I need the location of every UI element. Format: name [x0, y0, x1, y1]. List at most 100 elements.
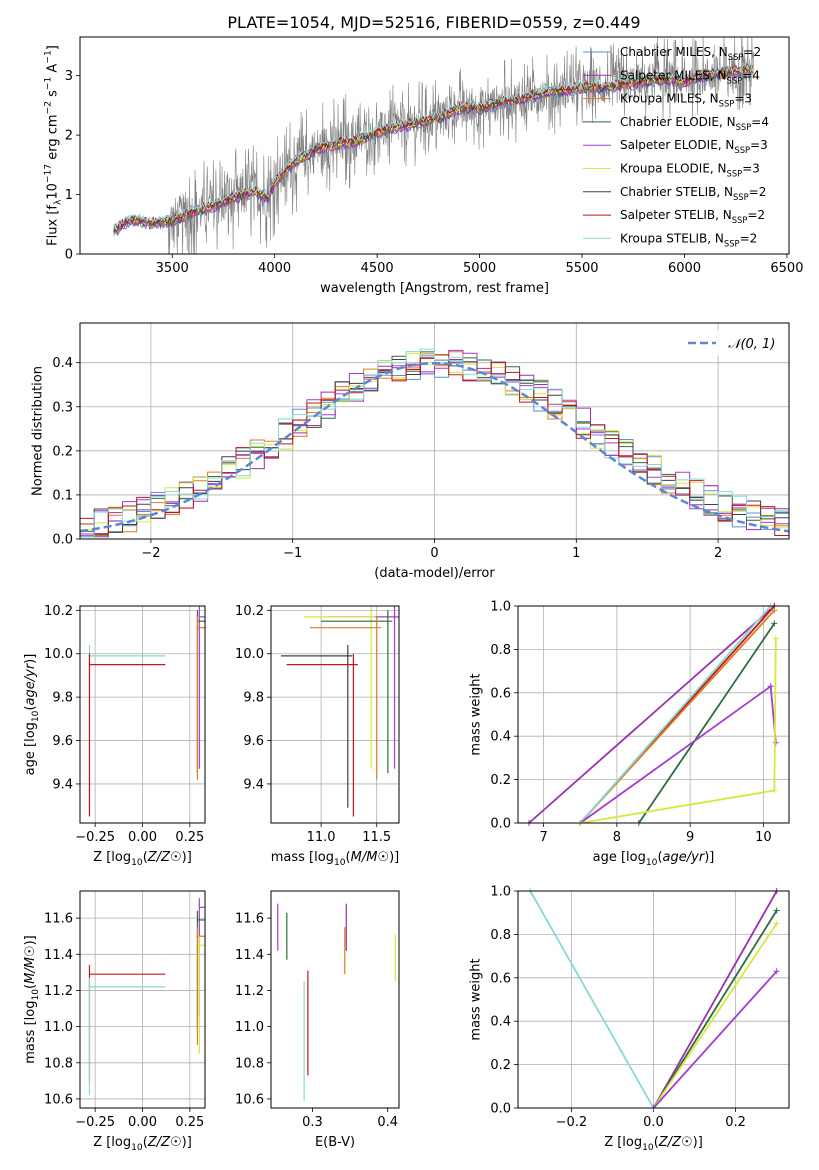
- legend-label-chabrier-miles: Chabrier MILES, NSSP=2: [620, 45, 761, 62]
- x-tick-label: −0.25: [75, 1115, 115, 1130]
- x-tick-label: 0.00: [128, 830, 157, 845]
- axes-frame: [517, 605, 790, 824]
- weight-line-salpeter-miles: [528, 605, 775, 824]
- weight-line-kroupa-elodie: [652, 923, 778, 1109]
- y-tick-label: 10.2: [44, 604, 73, 619]
- weight-line-salpeter-elodie: [579, 684, 777, 824]
- age-vs-massweight-panel: 7 8 9 10 0.0 0.2 0.4 0.6 0.8 1.0 age [log10(age/yr…: [469, 600, 790, 868]
- ebv-vs-mass-panel: 0.3 0.4 10.6 10.8 11.0 11.2 11.4 11.6 E(B-V): [235, 890, 400, 1150]
- x-tick-label: 5000: [463, 261, 496, 276]
- x-tick-label: 3500: [156, 261, 189, 276]
- weight-line-kroupa-elodie: [580, 638, 777, 824]
- plot-area: [525, 603, 779, 826]
- x-axis-label: Z [log10(Z/Z☉)]: [93, 850, 192, 868]
- y-tick-label: 0.4: [52, 356, 73, 371]
- x-tick-label: −2: [141, 546, 160, 561]
- x-tick-label: 0.25: [175, 830, 204, 845]
- y-tick-label: 0.2: [490, 1058, 511, 1073]
- y-tick-label: 0.4: [490, 1015, 511, 1030]
- legend-label-salpeter-stelib: Salpeter STELIB, NSSP=2: [620, 208, 765, 225]
- plot-area: [281, 606, 399, 817]
- axes-frame: [517, 890, 790, 1109]
- x-tick-label: −0.25: [75, 830, 115, 845]
- x-tick-label: 1: [572, 546, 580, 561]
- y-tick-label: 0.1: [52, 488, 73, 503]
- legend-label-kroupa-stelib: Kroupa STELIB, NSSP=2: [620, 231, 757, 248]
- x-tick-label: −1: [283, 546, 302, 561]
- x-tick-label: 6500: [770, 261, 803, 276]
- plot-area: [79, 348, 790, 538]
- y-tick-label: 0.8: [490, 928, 511, 943]
- legend-label-kroupa-miles: Kroupa MILES, NSSP=3: [620, 92, 752, 109]
- legend-label-chabrier-stelib: Chabrier STELIB, NSSP=2: [620, 185, 766, 202]
- y-axis-label: mass [log10(M/M☉)]: [23, 935, 41, 1063]
- legend: 𝒩(0, 1): [675, 330, 783, 356]
- x-tick-label: 10: [755, 830, 772, 845]
- x-tick-label: 0.0: [643, 1115, 664, 1130]
- axes-frame: [270, 890, 400, 1109]
- x-tick-label: 4000: [258, 261, 291, 276]
- weight-line-kroupa-miles: [579, 609, 776, 824]
- x-tick-label: 7: [539, 830, 547, 845]
- histogram-kroupa-stelib: [80, 348, 789, 538]
- Z-vs-mass-panel: −0.25 0.00 0.25 10.6 10.8 11.0 11.2 11.4 11.6 Z […: [23, 890, 206, 1153]
- plot-area: [277, 903, 396, 1101]
- weight-line-kroupa-stelib: [579, 605, 772, 824]
- x-axis-label: wavelength [Angstrom, rest frame]: [320, 281, 549, 296]
- x-tick-label: 11.5: [362, 830, 391, 845]
- weight-line-chabrier-elodie: [638, 622, 776, 824]
- y-axis-label: age [log10(age/yr)]: [23, 654, 41, 776]
- x-tick-label: 9: [686, 830, 694, 845]
- x-axis-label: age [log10(age/yr)]: [593, 850, 715, 868]
- y-tick-label: 10.6: [235, 1092, 264, 1107]
- y-tick-label: 11.2: [235, 984, 264, 999]
- legend-label-salpeter-elodie: Salpeter ELODIE, NSSP=3: [620, 138, 768, 155]
- y-tick-label: 0.0: [490, 1102, 511, 1117]
- spectrum-panel: 3500 4000 4500 5000 5500 6000 6500 0 1 2 3 waveleng…: [44, 36, 803, 296]
- y-tick-label: 9.8: [243, 691, 264, 706]
- axes-frame: [79, 322, 790, 540]
- x-tick-label: 6000: [668, 261, 701, 276]
- y-tick-label: 1: [65, 188, 73, 203]
- y-tick-label: 9.6: [52, 734, 73, 749]
- plot-area: [88, 898, 205, 1096]
- y-tick-label: 0.6: [490, 971, 511, 986]
- y-axis-label: Flux [fλ10−17 erg cm−2 s−1 A−1]: [44, 45, 64, 246]
- y-tick-label: 10.8: [235, 1056, 264, 1071]
- y-axis-label: mass weight: [469, 958, 484, 1040]
- y-tick-label: 9.4: [52, 777, 73, 792]
- x-tick-label: 8: [613, 830, 621, 845]
- legend-label-chabrier-elodie: Chabrier ELODIE, NSSP=4: [620, 115, 769, 132]
- weight-line-salpeter-miles: [652, 890, 778, 1109]
- plot-area: [113, 36, 755, 255]
- Z-vs-age-panel: −0.25 0.00 0.25 9.4 9.6 9.8 10.0 10.2 Z [log10(Z…: [23, 604, 206, 868]
- axes-frame: [79, 605, 206, 824]
- x-tick-label: −0.2: [556, 1115, 588, 1130]
- axes-frame: [79, 36, 790, 255]
- legend-label-salpeter-miles: Salpeter MILES, NSSP=4: [620, 68, 760, 85]
- y-tick-label: 9.4: [243, 777, 264, 792]
- legend-label-normal: 𝒩(0, 1): [728, 337, 775, 352]
- y-tick-label: 10.0: [44, 647, 73, 662]
- weight-line-chabrier-elodie: [652, 910, 778, 1109]
- x-tick-label: 0.2: [725, 1115, 746, 1130]
- axes-frame: [270, 605, 400, 824]
- legend-label-kroupa-elodie: Kroupa ELODIE, NSSP=3: [620, 162, 760, 179]
- normal-curve: [79, 361, 790, 533]
- model-line-kroupa-stelib: [113, 62, 754, 229]
- y-tick-label: 0.3: [52, 400, 73, 415]
- y-tick-label: 2: [65, 129, 73, 144]
- y-tick-label: 0.2: [52, 444, 73, 459]
- y-tick-label: 0.8: [490, 643, 511, 658]
- y-tick-label: 9.6: [243, 734, 264, 749]
- y-tick-label: 11.2: [44, 984, 73, 999]
- y-tick-label: 11.0: [235, 1020, 264, 1035]
- x-tick-label: 0.25: [175, 1115, 204, 1130]
- y-axis-label: Normed distribution: [31, 366, 46, 496]
- x-tick-label: 2: [714, 546, 722, 561]
- weight-line-salpeter-elodie: [652, 970, 778, 1109]
- x-tick-label: 11.0: [307, 830, 336, 845]
- x-tick-label: 0.3: [302, 1115, 323, 1130]
- y-tick-label: 0.6: [490, 686, 511, 701]
